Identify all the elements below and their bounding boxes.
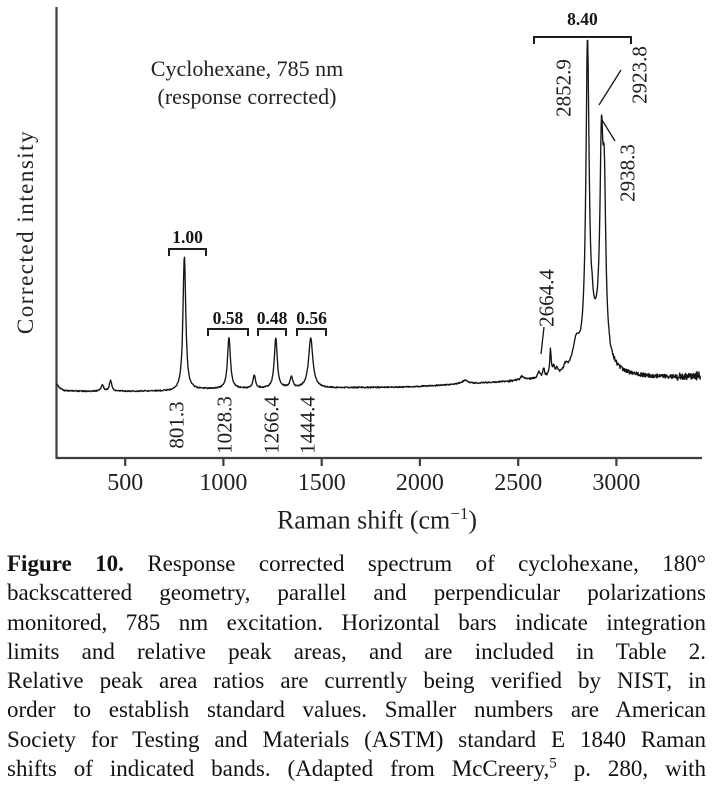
spectrum-plot (55, 7, 702, 466)
integration-bar (168, 248, 207, 257)
axes (55, 7, 702, 466)
caption-line: shifts of indicated bands. (Adapted from… (7, 755, 706, 782)
integration-bar (206, 328, 250, 337)
integration-area-label: 0.48 (256, 308, 288, 328)
x-tick-label: 2000 (395, 470, 444, 496)
plot-annotation-line1: Cyclohexane, 785 nm (150, 56, 344, 81)
caption-line: Figure 10. Response corrected spectrum o… (7, 551, 706, 576)
plot-annotation-line2: (response corrected) (157, 84, 337, 109)
peak-shift-label: 801.3 (164, 401, 189, 449)
y-axis-label: Corrected intensity (13, 129, 38, 335)
integration-bar (295, 328, 327, 337)
x-axis-label-close: ) (468, 505, 478, 535)
peak-label-leader-line (598, 69, 622, 106)
caption-line: Relative peak area ratios are currently … (7, 668, 706, 694)
spectrum-trace (55, 39, 702, 393)
x-axis-label-exponent: −1 (450, 504, 469, 523)
peak-shift-label: 2938.3 (615, 144, 640, 202)
caption-line: order to establish standard values. Smal… (7, 697, 706, 723)
caption-line: Society for Testing and Materials (ASTM)… (7, 726, 706, 752)
caption-figure-number: Figure 10. (7, 551, 124, 576)
peak-shift-label: 2664.4 (534, 269, 559, 327)
peak-label-leader-line (540, 326, 545, 355)
integration-area-label: 8.40 (567, 9, 598, 29)
x-tick-label: 500 (107, 470, 144, 496)
x-tick-label: 1500 (297, 470, 346, 496)
integration-bar (257, 328, 288, 337)
peak-shift-label: 1444.4 (295, 396, 320, 454)
caption-line: limits and relative peak areas, and are … (7, 638, 706, 664)
peak-shift-label: 1266.4 (259, 396, 284, 454)
plot-annotation-title: Cyclohexane, 785 nm (response corrected) (151, 55, 343, 111)
integration-area-label: 0.56 (296, 308, 327, 328)
raman-spectrum-figure: Corrected intensity Cyclohexane, 785 nm … (13, 7, 702, 536)
figure-caption: Figure 10. Response corrected spectrum o… (7, 549, 706, 783)
peak-shift-label: 1028.3 (212, 396, 237, 454)
x-tick-label: 3000 (592, 470, 641, 496)
peak-shift-label: 2923.8 (627, 46, 652, 104)
integration-area-label: 0.58 (212, 308, 244, 328)
caption-line: backscattered geometry, parallel and per… (7, 580, 706, 606)
x-axis-label: Raman shift (cm−1) (277, 504, 477, 536)
peak-label-leader-line (601, 119, 616, 142)
caption-reference-superscript: 5 (549, 755, 557, 772)
x-axis-label-text: Raman shift (cm (276, 505, 451, 535)
x-tick-label: 2500 (494, 470, 543, 496)
caption-line: monitored, 785 nm excitation. Horizontal… (7, 609, 706, 635)
peak-shift-label: 2852.9 (551, 59, 576, 117)
integration-bar (533, 36, 632, 45)
x-tick-label: 1000 (199, 470, 248, 496)
integration-area-label: 1.00 (172, 227, 203, 247)
